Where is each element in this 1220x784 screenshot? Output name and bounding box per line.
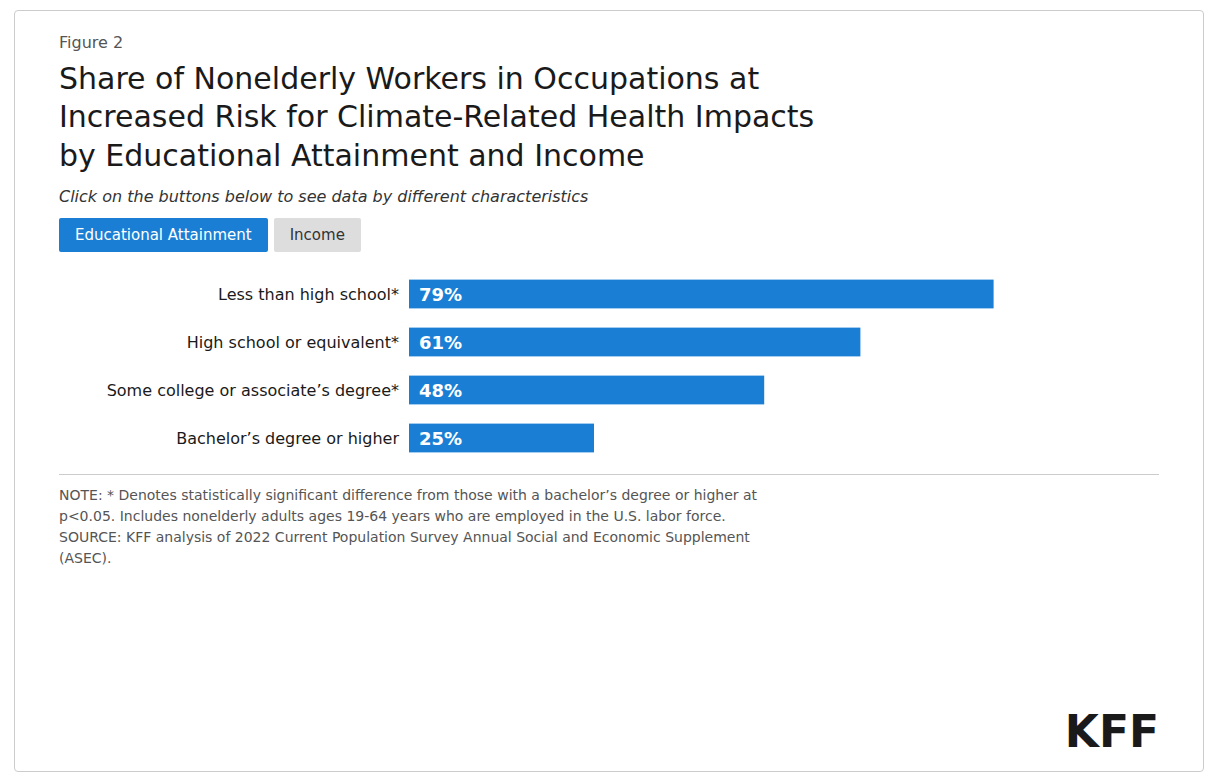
bar [409, 376, 764, 405]
data-label: 25% [419, 428, 462, 449]
bar-chart: Less than high school* 79% High school or … [59, 266, 1159, 466]
figure-frame: Figure 2 Share of Nonelderly Workers in … [14, 10, 1204, 772]
button[interactable]: Income [274, 218, 361, 252]
button-bar: Educational AttainmentIncome [59, 218, 1159, 252]
subtitle: Click on the buttons below to see data b… [59, 187, 1159, 206]
labels: Less than high school* 79% High school or … [107, 284, 462, 449]
category-label: High school or equivalent* [187, 333, 399, 352]
category-label: Some college or associate’s degree* [107, 381, 399, 400]
bar [409, 280, 994, 309]
bars [409, 280, 994, 453]
bar [409, 328, 860, 357]
data-label: 79% [419, 284, 462, 305]
data-label: 61% [419, 332, 462, 353]
category-label: Less than high school* [218, 285, 399, 304]
button[interactable]: Educational Attainment [59, 218, 268, 252]
category-label: Bachelor’s degree or higher [176, 429, 399, 448]
bar [409, 424, 594, 453]
data-label: 48% [419, 380, 462, 401]
separator [59, 474, 1159, 475]
figure-label: Figure 2 [59, 33, 1159, 52]
title: Share of Nonelderly Workers in Occupatio… [59, 60, 1159, 175]
logo: KFF [1065, 706, 1159, 757]
note: NOTE: * Denotes statistically significan… [59, 485, 1159, 569]
